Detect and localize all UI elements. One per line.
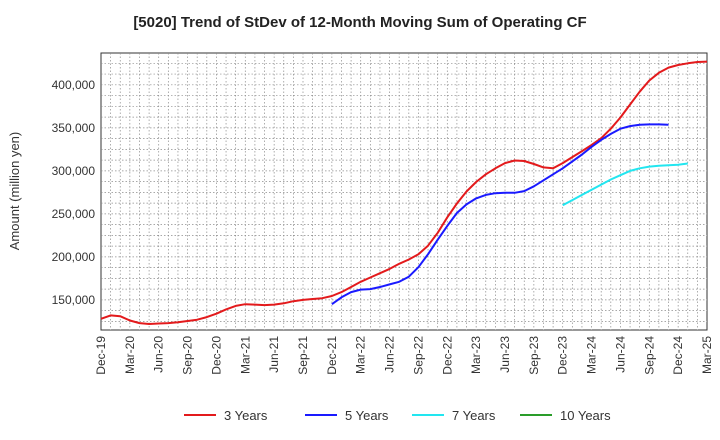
x-tick-label: Dec-24 [671,336,685,375]
x-tick-label: Dec-20 [209,336,223,375]
x-axis-ticks: Dec-19 Mar-20 Jun-20 Sep-20 Dec-20 Mar-21 Jun-… [94,336,714,375]
x-tick-label: Sep-24 [642,336,656,375]
x-tick-label: Jun-23 [498,336,512,373]
legend-label: 7 Years [452,408,496,423]
grid-lines [101,53,707,330]
chart-title: [5020] Trend of StDev of 12-Month Moving… [133,14,587,31]
x-tick-label: Dec-19 [94,336,108,375]
x-tick-label: Jun-20 [152,336,166,373]
series-line-7-years [562,162,688,207]
x-tick-label: Dec-22 [440,336,454,375]
legend-label: 3 Years [224,408,268,423]
y-axis-label: Amount (million yen) [7,132,22,251]
x-tick-label: Dec-21 [325,336,339,375]
y-tick-label: 150,000 [52,293,96,307]
y-tick-label: 350,000 [52,121,96,135]
x-tick-label: Sep-22 [411,336,425,375]
x-tick-label: Jun-21 [267,336,281,373]
y-tick-label: 200,000 [52,250,96,264]
series-line-5-years [331,123,669,306]
legend-item: 5 Years [305,408,389,423]
legend-item: 3 Years [184,408,268,423]
series-line-3-years [100,60,708,325]
x-tick-label: Sep-21 [296,336,310,375]
x-tick-label: Mar-24 [585,336,599,374]
legend-label: 10 Years [560,408,611,423]
legend-item: 7 Years [412,408,496,423]
x-tick-label: Jun-22 [383,336,397,373]
legend-label: 5 Years [345,408,389,423]
series-lines [100,60,708,325]
x-tick-label: Mar-25 [700,336,714,374]
x-tick-label: Jun-24 [613,336,627,373]
y-tick-label: 250,000 [52,207,96,221]
y-tick-label: 300,000 [52,164,96,178]
legend-item: 10 Years [520,408,611,423]
legend: 3 Years 5 Years 7 Years 10 Years [184,408,611,423]
x-tick-label: Mar-23 [469,336,483,374]
x-tick-label: Mar-22 [354,336,368,374]
y-tick-label: 400,000 [52,78,96,92]
x-tick-label: Mar-20 [123,336,137,374]
x-tick-label: Sep-20 [181,336,195,375]
x-tick-label: Sep-23 [527,336,541,375]
y-axis-ticks: 150,000 200,000 250,000 300,000 350,000 400,0… [52,78,96,307]
x-tick-label: Dec-23 [556,336,570,375]
x-tick-label: Mar-21 [238,336,252,374]
plot-area [100,52,708,331]
